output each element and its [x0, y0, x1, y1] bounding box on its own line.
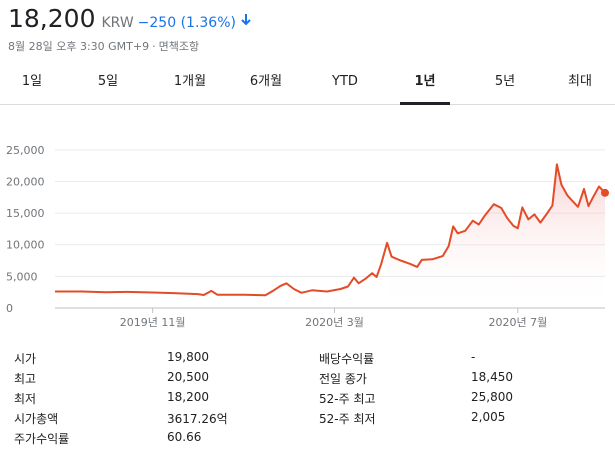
stat-label: 52-주 최고 [319, 392, 376, 406]
tab-range[interactable]: 1일 [21, 74, 43, 89]
tab-range[interactable]: 5년 [494, 74, 516, 89]
stat-value: 20,500 [167, 370, 209, 384]
price-chart[interactable]: 25,000 20,000 15,000 10,000 5,000 0 2019년 11월 2… [0, 132, 615, 337]
stat-label: 시가총액 [14, 412, 59, 426]
stat-value: 25,800 [471, 390, 513, 404]
x-tick-label: 2020년 3월 [305, 316, 364, 329]
y-tick-label: 10,000 [6, 239, 45, 252]
quote-header: 18,200 KRW −250 (1.36%) [8, 4, 252, 34]
quote-timestamp: 8월 28일 오후 3:30 GMT+9 [8, 40, 150, 53]
stat-label: 전일 종가 [319, 372, 367, 386]
tab-range[interactable]: 최대 [568, 74, 592, 89]
separator-dot: · [152, 40, 156, 53]
y-tick-label: 25,000 [6, 144, 45, 157]
disclaimer-link[interactable]: 면책조항 [158, 40, 200, 53]
price-area [387, 164, 605, 308]
stat-value: 2,005 [471, 410, 506, 424]
stat-value: 3617.26억 [167, 412, 228, 426]
arrow-down-icon [241, 14, 251, 26]
tab-range[interactable]: 1개월 [173, 74, 207, 89]
y-tick-label: 20,000 [6, 175, 45, 188]
stat-label: 52-주 최저 [319, 412, 376, 426]
stat-value: - [471, 350, 476, 364]
stat-label: 최고 [14, 372, 37, 386]
tab-range[interactable]: 6개월 [249, 74, 283, 89]
stat-label: 최저 [14, 392, 37, 406]
tab-range[interactable]: 1년 [400, 60, 450, 105]
y-tick-label: 5,000 [6, 270, 38, 283]
stat-value: 18,200 [167, 390, 209, 404]
last-price-dot [601, 188, 609, 197]
stat-value: 18,450 [471, 370, 513, 384]
x-tick-label: 2019년 11월 [120, 316, 186, 329]
tab-range[interactable]: YTD [332, 74, 358, 89]
stat-value: 60.66 [167, 430, 202, 444]
quote-subline: 8월 28일 오후 3:30 GMT+9 · 면책조항 [8, 38, 199, 54]
tab-range[interactable]: 5일 [97, 74, 119, 89]
stat-label: 시가 [14, 352, 37, 366]
y-tick-label: 0 [6, 302, 13, 315]
x-tick-label: 2020년 7월 [488, 316, 547, 329]
range-tabs: 1일 5일 1개월 6개월 YTD 1년 5년 최대 [0, 60, 615, 105]
y-tick-label: 15,000 [6, 207, 45, 220]
currency-code: KRW [101, 15, 134, 31]
price-change: −250 (1.36%) [137, 15, 236, 31]
stock-price: 18,200 [8, 4, 96, 33]
price-line [55, 163, 606, 297]
stat-label: 배당수익률 [319, 352, 375, 366]
stat-label: 주가수익률 [14, 432, 70, 446]
stat-value: 19,800 [167, 350, 209, 364]
